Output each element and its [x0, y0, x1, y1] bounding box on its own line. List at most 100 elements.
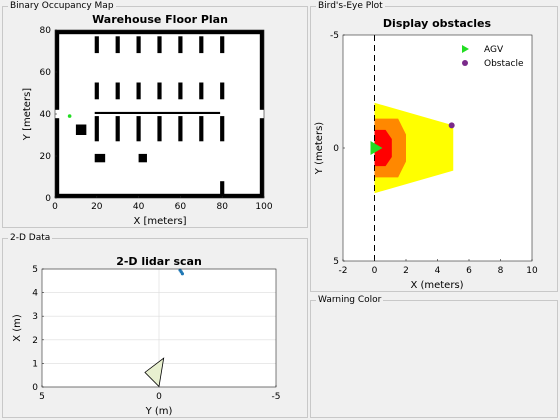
occupied-cell: [138, 153, 147, 163]
y-tick-label: 0: [45, 194, 51, 204]
occupied-cell: [75, 124, 87, 135]
birdseye-yticks: -5 0 5: [330, 31, 345, 267]
occupied-cell: [94, 153, 106, 163]
occupied-cell: [94, 36, 99, 54]
obstacle-marker: [448, 122, 455, 129]
occupied-cell: [115, 82, 120, 100]
occupied-cell: [178, 116, 183, 142]
birdseye-zones: [374, 102, 454, 194]
occupancy-title: Warehouse Floor Plan: [92, 13, 228, 26]
lidar-sensor-triangle: [144, 357, 165, 388]
y-tick-label: 20: [40, 152, 52, 162]
occupied-cell: [259, 30, 264, 110]
occupied-cell: [136, 116, 141, 142]
birdseye-xlabel: X (meters): [410, 280, 463, 291]
occupied-cell: [157, 116, 162, 142]
occupancy-chart: Warehouse Floor Plan 0 20 40 60 80 100 0 20 40 6…: [22, 13, 273, 227]
occupied-cell: [55, 118, 60, 198]
x-tick-label: 0: [52, 202, 58, 212]
x-tick-label: 20: [91, 202, 103, 212]
occupancy-obstacles: [55, 30, 264, 198]
y-tick-label: 1: [32, 359, 38, 369]
birdseye-title: Display obstacles: [383, 17, 492, 30]
lidar-ylabel: X (m): [12, 314, 23, 342]
x-tick-label: -2: [339, 266, 348, 276]
legend-obstacle-label: Obstacle: [484, 59, 524, 69]
zone-red: [374, 129, 392, 167]
occupied-cell: [55, 193, 264, 198]
occupied-cell: [199, 82, 204, 100]
y-tick-label: 5: [32, 265, 38, 275]
panel-title-warning: Warning Color: [316, 294, 384, 306]
birdseye-ylabel: Y (meters): [314, 122, 325, 175]
x-tick-label: 4: [435, 266, 441, 276]
y-tick-label: -5: [330, 31, 339, 41]
x-tick-label: -5: [272, 392, 281, 402]
occupied-cell: [199, 116, 204, 142]
panel-occupancy: Binary Occupancy Map: [2, 0, 308, 228]
occupied-cell: [178, 36, 183, 54]
x-tick-label: 60: [175, 202, 187, 212]
x-tick-label: 0: [372, 266, 378, 276]
x-tick-label: 8: [498, 266, 504, 276]
lidar-xlabel: Y (m): [145, 406, 173, 417]
occupancy-yticks: 0 20 40 60 80: [40, 26, 57, 204]
lidar-xticks: 5 0 -5: [39, 385, 280, 402]
y-tick-label: 0: [32, 383, 38, 393]
occupied-cell: [220, 82, 225, 100]
y-tick-label: 60: [40, 68, 52, 78]
y-tick-label: 40: [40, 110, 52, 120]
occupied-cell: [94, 82, 99, 100]
x-tick-label: 10: [526, 266, 538, 276]
birdseye-chart: Display obstacles -2 0 2 4 6 8 10 -5 0 5 AGV Obs…: [314, 17, 538, 291]
occupied-cell: [94, 111, 101, 114]
occupied-cell: [199, 36, 204, 54]
legend-agv-icon: [462, 45, 469, 53]
occupied-cell: [220, 181, 225, 198]
occupied-cell: [178, 82, 183, 100]
occupancy-robot-marker: [67, 114, 72, 118]
legend-obstacle-icon: [462, 60, 468, 66]
lidar-points: [178, 268, 184, 276]
x-tick-label: 2: [403, 266, 409, 276]
occupied-cell: [157, 36, 162, 54]
occupied-cell: [259, 118, 264, 198]
occupancy-ylabel: Y [meters]: [22, 88, 33, 141]
panel-title-lidar: 2-D Data: [8, 232, 53, 244]
occupied-cell: [220, 116, 225, 142]
y-tick-label: 5: [333, 257, 339, 267]
y-tick-label: 3: [32, 312, 38, 322]
y-tick-label: 2: [32, 336, 38, 346]
occupied-cell: [100, 111, 221, 114]
lidar-title: 2-D lidar scan: [116, 255, 202, 268]
x-tick-label: 40: [133, 202, 145, 212]
occupied-cell: [115, 36, 120, 54]
y-tick-label: 4: [32, 289, 38, 299]
occupancy-xticks: 0 20 40 60 80 100: [52, 196, 273, 212]
x-tick-label: 0: [156, 392, 162, 402]
y-tick-label: 80: [40, 26, 52, 36]
panel-birdseye: Bird's-Eye Plot: [310, 0, 558, 292]
occupied-cell: [136, 36, 141, 54]
legend-agv-label: AGV: [484, 45, 504, 55]
x-tick-label: 80: [216, 202, 228, 212]
panel-lidar: 2-D Data: [2, 232, 308, 418]
panel-title-occupancy: Binary Occupancy Map: [8, 0, 116, 12]
birdseye-legend: AGV Obstacle: [462, 45, 524, 69]
occupied-cell: [55, 30, 60, 110]
agv-marker: [370, 141, 383, 155]
occupied-cell: [157, 82, 162, 100]
occupied-cell: [115, 116, 120, 142]
occupied-cell: [94, 116, 99, 142]
panel-title-birdseye: Bird's-Eye Plot: [316, 0, 385, 12]
x-tick-label: 6: [466, 266, 472, 276]
x-tick-label: 100: [255, 202, 272, 212]
occupied-cell: [220, 36, 225, 54]
occupancy-xlabel: X [meters]: [133, 216, 186, 227]
lidar-point: [180, 272, 184, 276]
lidar-yticks: 0 1 2 3 4 5: [32, 265, 44, 393]
x-tick-label: 5: [39, 392, 45, 402]
panel-warning: Warning Color: [310, 294, 558, 418]
